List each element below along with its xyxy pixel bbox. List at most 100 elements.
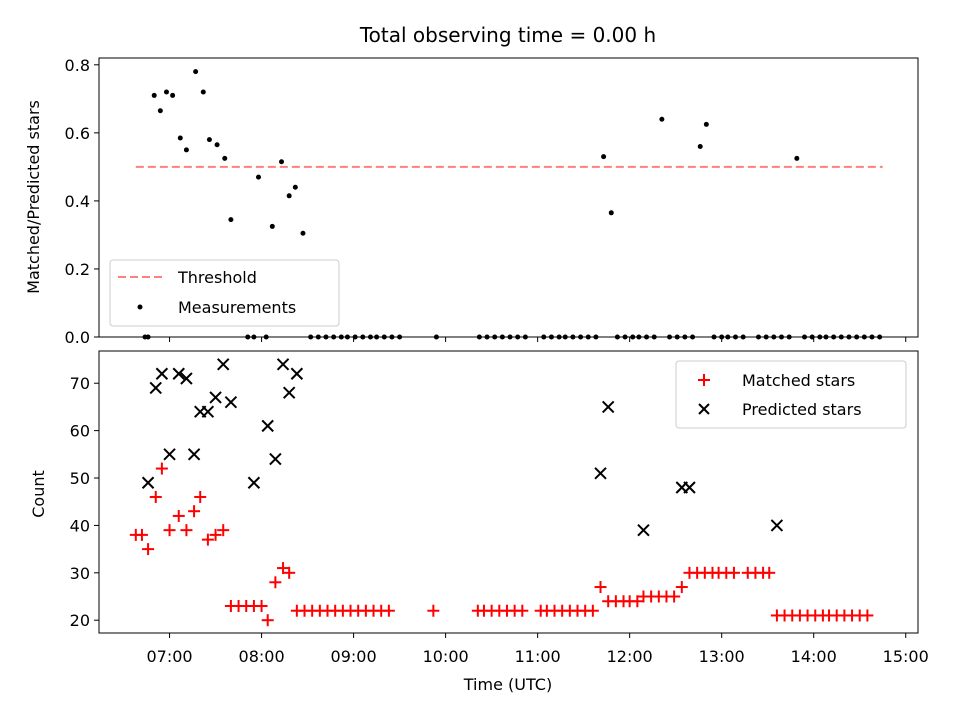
- matched-star-point: [277, 562, 290, 575]
- measurement-point: [193, 69, 199, 75]
- predicted-star-point: [187, 448, 201, 461]
- matched-star-point: [283, 566, 296, 579]
- y-tick-label: 0.4: [65, 192, 90, 211]
- matched-star-point: [269, 576, 282, 589]
- x-tick-label: 12:00: [607, 647, 653, 666]
- measurement-point: [200, 89, 206, 95]
- chart-title: Total observing time = 0.00 h: [359, 23, 656, 47]
- measurement-point: [659, 116, 665, 122]
- legend-measurements-swatch: [137, 304, 143, 310]
- matched-star-point: [255, 599, 268, 612]
- y-tick-label: 50: [70, 469, 90, 488]
- top-y-axis-label: Matched/Predicted stars: [24, 100, 43, 294]
- measurement-point: [228, 217, 234, 223]
- measurement-point: [703, 121, 709, 127]
- legend-matched-label: Matched stars: [742, 371, 855, 390]
- predicted-stars-points: [141, 358, 784, 537]
- measurement-point: [292, 184, 298, 190]
- top-legend: Threshold Measurements: [109, 259, 340, 327]
- x-tick-label: 07:00: [146, 647, 192, 666]
- predicted-star-point: [155, 367, 169, 380]
- measurement-point: [163, 89, 169, 95]
- bottom-plot-frame: [98, 350, 919, 634]
- predicted-star-point: [261, 419, 274, 433]
- measurement-point: [279, 159, 285, 165]
- bottom-y-axis-label: Count: [29, 470, 48, 518]
- matched-star-point: [382, 604, 395, 617]
- predicted-star-point: [770, 519, 784, 532]
- measurement-point: [256, 174, 262, 180]
- predicted-star-point: [209, 391, 222, 404]
- matched-star-point: [194, 490, 207, 503]
- measurement-point: [286, 193, 292, 199]
- measurement-point: [222, 155, 228, 161]
- bottom-legend-box: [675, 360, 907, 429]
- x-tick-label: 10:00: [423, 647, 469, 666]
- matched-star-point: [516, 604, 529, 617]
- y-tick-label: 0.0: [65, 328, 90, 347]
- measurement-point: [300, 230, 306, 236]
- measurement-point: [170, 92, 176, 98]
- predicted-star-point: [594, 467, 607, 480]
- y-tick-label: 30: [70, 564, 90, 583]
- matched-star-point: [675, 581, 688, 594]
- matched-star-point: [155, 462, 168, 475]
- legend-measurements-label: Measurements: [178, 298, 296, 317]
- measurement-point: [177, 135, 183, 141]
- measurement-point: [183, 147, 189, 153]
- legend-matched-swatch: [698, 374, 710, 386]
- matched-star-point: [149, 490, 162, 503]
- measurement-point: [157, 108, 163, 114]
- measurement-point: [151, 92, 157, 98]
- predicted-star-point: [269, 452, 282, 466]
- predicted-star-point: [149, 381, 162, 395]
- y-tick-label: 60: [70, 422, 90, 441]
- predicted-star-point: [224, 395, 238, 409]
- predicted-star-point: [201, 405, 215, 418]
- predicted-star-point: [247, 476, 261, 489]
- y-tick-label: 0.2: [65, 260, 90, 279]
- measurement-point: [794, 155, 800, 161]
- matched-star-point: [217, 524, 230, 537]
- matched-star-point: [586, 604, 599, 617]
- y-tick-label: 70: [70, 374, 90, 393]
- top-legend-box: [109, 259, 340, 327]
- measurement-point: [206, 137, 212, 143]
- measurement-point: [697, 143, 703, 149]
- top-panel: Total observing time = 0.00 h Matched/Pr…: [24, 23, 919, 347]
- matched-star-point: [135, 528, 148, 541]
- x-tick-label: 13:00: [699, 647, 745, 666]
- x-tick-label: 08:00: [239, 647, 285, 666]
- predicted-star-point: [217, 358, 230, 371]
- matched-stars-points: [129, 462, 874, 627]
- legend-predicted-swatch: [698, 403, 710, 415]
- matched-star-point: [163, 524, 176, 537]
- predicted-star-point: [172, 367, 185, 380]
- predicted-star-point: [683, 481, 696, 494]
- bottom-panel: Count Time (UTC) 20 30 40 50 60 70 07:00 08:00…: [29, 350, 929, 694]
- predicted-star-point: [163, 448, 176, 461]
- x-tick-label: 14:00: [791, 647, 837, 666]
- matched-star-point: [142, 543, 155, 556]
- predicted-star-point: [637, 523, 650, 537]
- predicted-star-point: [180, 372, 193, 385]
- measurement-point: [608, 210, 614, 216]
- bottom-y-ticks: 20 30 40 50 60 70: [70, 374, 99, 630]
- x-tick-label: 15:00: [883, 647, 929, 666]
- predicted-star-point: [282, 386, 296, 399]
- legend-threshold-label: Threshold: [177, 268, 257, 287]
- matched-star-point: [201, 533, 214, 546]
- bottom-x-ticks: 07:00 08:00 09:00 10:00 11:00 12:00 13:00 14:00…: [146, 633, 929, 666]
- matched-star-point: [668, 590, 681, 603]
- matched-star-point: [861, 609, 874, 622]
- y-tick-label: 20: [70, 611, 90, 630]
- y-tick-label: 0.8: [65, 56, 90, 75]
- top-x-ticks: [169, 337, 907, 342]
- measurement-point: [214, 142, 220, 148]
- x-axis-label: Time (UTC): [463, 675, 552, 694]
- measurement-point: [601, 154, 607, 160]
- matched-star-point: [631, 595, 644, 608]
- predicted-star-point: [601, 400, 615, 414]
- matched-star-point: [427, 604, 440, 617]
